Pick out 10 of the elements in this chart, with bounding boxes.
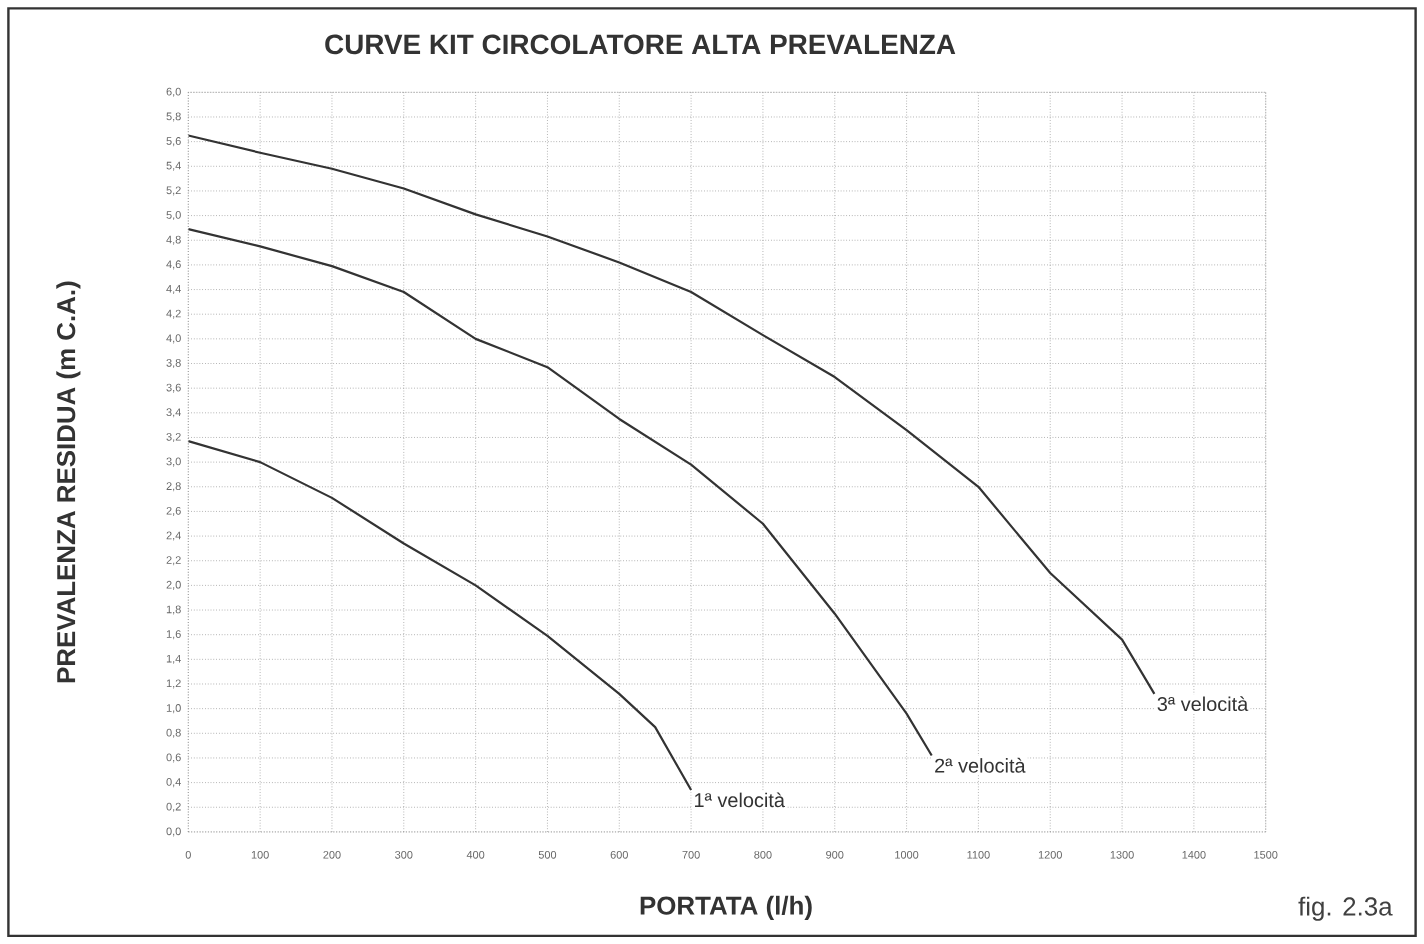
series-label: 2ª velocità [935, 757, 1026, 773]
line-series [188, 227, 933, 757]
x-axis-title: PORTATA (l/h) [640, 895, 812, 920]
line-series [188, 439, 693, 791]
y-axis-title: PREVALENZA RESIDUA (m C.A.) [56, 281, 81, 683]
line-series [188, 134, 1156, 695]
series-label: 3ª velocità [1157, 696, 1249, 711]
series-label: 1ª velocità [695, 792, 785, 808]
caption: fig. 2.3a [1298, 896, 1393, 921]
chart-title: CURVE KIT CIRCOLATORE ALTA PREVALENZA [325, 34, 956, 55]
